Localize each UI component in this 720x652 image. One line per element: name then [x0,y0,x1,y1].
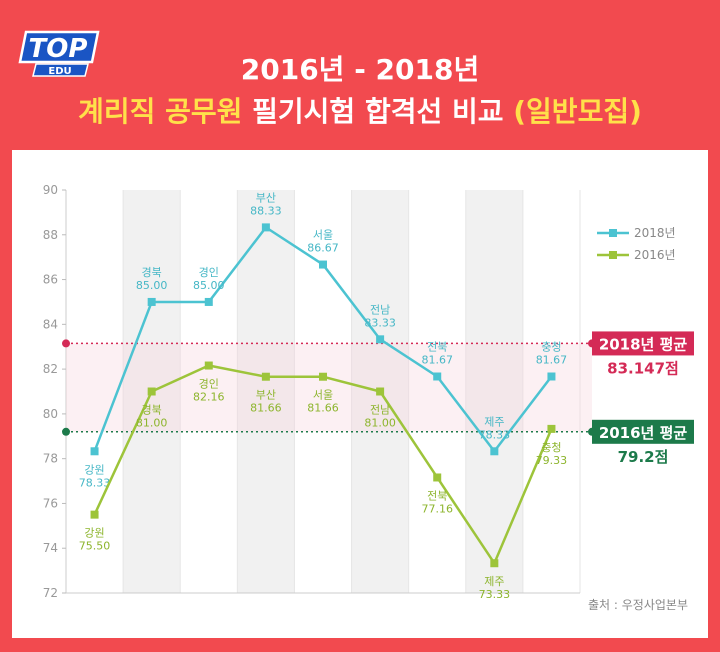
point-category-label: 충청 [541,340,561,353]
data-point [547,424,556,433]
point-category-label: 서울 [313,229,333,242]
logo-subtext: EDU [48,66,71,77]
y-tick-label: 78 [43,452,58,466]
page-title-line2: 계리직 공무원 필기시험 합격선 비교 (일반모집) [0,90,720,130]
legend-marker [609,251,617,259]
data-point [319,372,327,381]
source-note: 출처 : 우정사업본부 [588,598,688,612]
point-value-label: 82.16 [193,391,225,404]
point-value-label: 77.16 [421,502,453,515]
point-value-label: 73.33 [479,588,511,601]
point-category-label: 경북 [142,266,162,279]
point-value-label: 83.33 [364,316,396,329]
point-category-label: 경인 [199,378,219,391]
average-label-box [592,419,694,444]
data-point [319,260,327,269]
point-category-label: 전남 [370,404,390,417]
title-white: 필기시험 합격선 비교 [252,95,504,128]
data-point [90,510,99,519]
average-marker-left [62,339,70,348]
data-point [204,297,213,306]
point-category-label: 경북 [142,404,162,417]
y-tick-label: 80 [43,407,58,421]
point-value-label: 85.00 [136,279,168,292]
point-value-label: 78.33 [79,476,111,489]
data-point [376,387,385,396]
point-value-label: 81.00 [364,417,396,430]
data-point [547,372,556,381]
data-point [376,335,385,344]
point-category-label: 충청 [541,441,561,454]
point-category-label: 부산 [256,191,276,204]
logo-text: TOP [29,34,88,64]
point-category-label: 제주 [484,415,504,428]
point-value-label: 81.67 [536,353,568,366]
point-value-label: 81.66 [250,402,282,415]
y-tick-label: 88 [43,228,58,242]
y-tick-label: 74 [43,541,58,555]
y-tick-label: 76 [43,496,58,510]
point-value-label: 78.33 [479,428,511,441]
point-category-label: 전남 [370,303,390,316]
category-band [237,190,295,593]
legend-marker [609,229,617,237]
data-point [90,447,99,456]
data-point [204,361,213,370]
point-category-label: 강원 [84,463,104,476]
point-value-label: 86.67 [307,242,339,255]
point-category-label: 제주 [484,575,504,588]
data-point [261,223,270,232]
data-point [490,447,499,456]
data-point [490,559,499,568]
point-category-label: 서울 [313,389,333,402]
point-value-label: 79.33 [536,454,568,467]
title-highlight-b: (일반모집) [513,95,642,128]
y-tick-label: 86 [43,273,58,287]
point-category-label: 전북 [427,340,447,353]
point-category-label: 전북 [427,489,447,502]
point-value-label: 75.50 [79,540,111,553]
data-point [433,372,442,381]
y-tick-label: 84 [43,317,58,331]
y-tick-label: 90 [43,183,58,197]
title-highlight-a: 계리직 공무원 [78,95,243,128]
page-title-line1: 2016년 - 2018년 [240,53,480,86]
point-value-label: 81.66 [307,402,339,415]
average-label-name: 2018년 평균 [599,335,688,353]
point-value-label: 81.00 [136,417,168,430]
category-band [465,190,523,593]
y-tick-label: 72 [43,586,58,600]
average-marker-left [62,427,70,436]
legend-label: 2016년 [634,248,676,262]
data-point [433,473,442,482]
average-label-name: 2016년 평균 [599,424,688,442]
average-label-value: 83.147점 [607,359,679,377]
data-point [147,387,156,396]
point-category-label: 강원 [84,527,104,540]
data-point [147,297,156,306]
point-category-label: 경인 [199,266,219,279]
point-value-label: 81.67 [421,353,453,366]
legend-label: 2018년 [634,226,676,240]
data-point [261,372,270,381]
y-tick-label: 82 [43,362,58,376]
point-category-label: 부산 [256,389,276,402]
average-label-box [592,331,694,356]
point-value-label: 88.33 [250,204,282,217]
average-label-value: 79.2점 [618,448,669,466]
point-value-label: 85.00 [193,279,225,292]
top-edu-logo: TOP EDU [18,30,100,77]
